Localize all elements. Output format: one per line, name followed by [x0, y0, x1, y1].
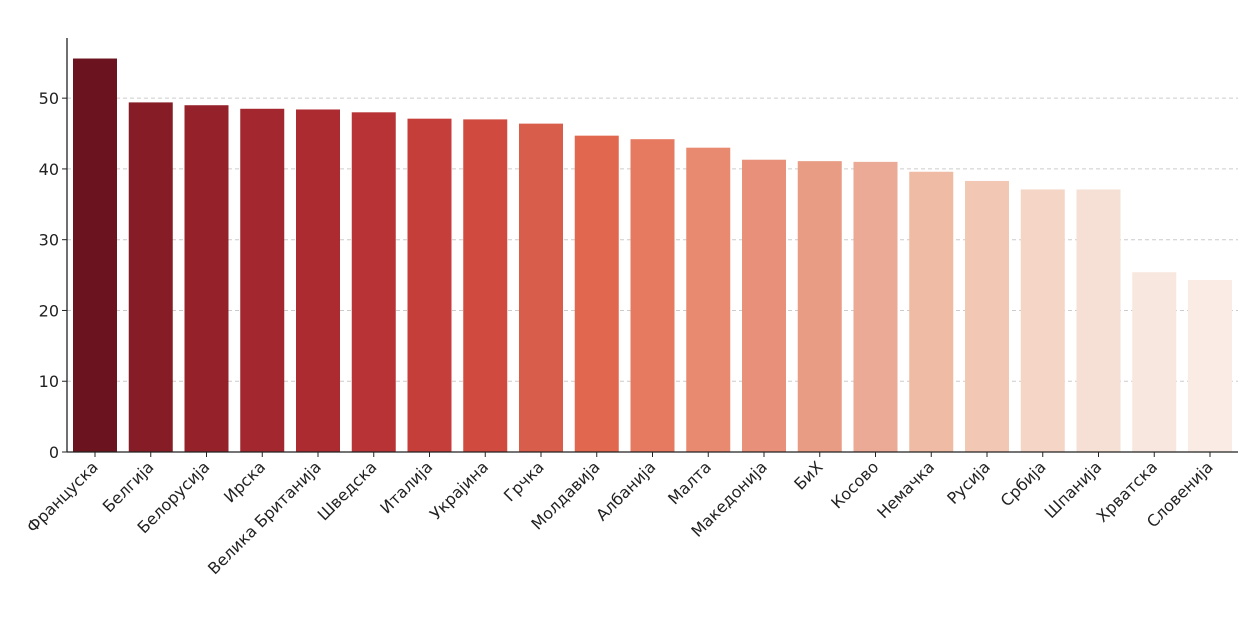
y-ticks: 0 10 20 30 40 50: [39, 89, 67, 462]
bar-7: [407, 118, 452, 452]
x-tick-label: БиХ: [790, 457, 826, 493]
bar-12: [686, 147, 731, 452]
x-tick-label: Ирска: [220, 457, 269, 506]
x-tick-label: Немачка: [873, 457, 938, 522]
bar-15: [853, 161, 898, 452]
bars-group: [73, 58, 1232, 453]
bar-1: [73, 58, 117, 453]
x-tick-label: Украјина: [426, 457, 492, 523]
bar-2: [128, 102, 173, 453]
bar-9: [519, 123, 563, 452]
bar-13: [742, 159, 786, 452]
x-tick-label: Русија: [943, 457, 994, 508]
bar-6: [351, 112, 396, 453]
bar-20: [1132, 272, 1177, 452]
y-tick-label: 40: [39, 160, 59, 179]
x-tick-label: Шведска: [314, 457, 381, 524]
x-tick-label: Грчка: [500, 457, 548, 505]
y-tick-label: 30: [39, 231, 59, 250]
bar-10: [574, 135, 619, 452]
x-tick-label: Србија: [997, 457, 1050, 510]
x-tick-label: Француска: [23, 457, 102, 536]
x-tick-label: Албанија: [592, 457, 659, 524]
x-tick-label: Косово: [827, 457, 882, 512]
bar-17: [965, 180, 1009, 452]
bar-3: [184, 105, 229, 452]
bar-19: [1076, 189, 1121, 452]
x-tick-label: Малта: [664, 457, 715, 508]
bar-8: [463, 119, 508, 452]
bar-16: [909, 171, 954, 452]
bar-14: [797, 161, 842, 452]
x-tick-label: Велика Британија: [204, 457, 325, 578]
y-tick-label: 50: [39, 89, 59, 108]
y-tick-label: 20: [39, 301, 59, 320]
bar-11: [630, 139, 675, 452]
y-tick-label: 10: [39, 372, 59, 391]
bar-5: [296, 109, 340, 452]
bar-4: [240, 108, 285, 453]
bar-18: [1020, 189, 1065, 452]
bar-21: [1188, 280, 1232, 452]
y-tick-label: 0: [49, 443, 59, 462]
